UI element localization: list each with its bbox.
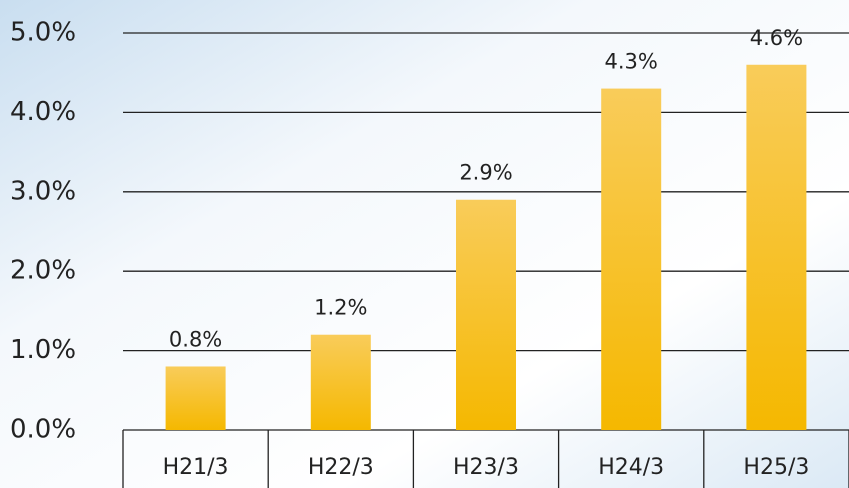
- y-tick-label: 3.0%: [10, 176, 76, 206]
- y-tick-label: 5.0%: [10, 18, 76, 48]
- bar: [165, 366, 226, 430]
- bar: [601, 88, 662, 430]
- value-label: 0.8%: [169, 327, 222, 351]
- x-tick-label: H22/3: [308, 455, 374, 480]
- value-label: 1.2%: [314, 296, 367, 320]
- x-tick-label: H25/3: [743, 455, 809, 480]
- bar: [746, 64, 807, 430]
- y-tick-label: 1.0%: [10, 335, 76, 365]
- x-tick-label: H21/3: [163, 455, 229, 480]
- bar: [310, 334, 371, 430]
- value-label: 2.9%: [459, 161, 512, 185]
- y-tick-label: 4.0%: [10, 97, 76, 127]
- x-tick-label: H23/3: [453, 455, 519, 480]
- value-label: 4.3%: [605, 50, 658, 74]
- value-label: 4.6%: [750, 26, 803, 50]
- y-tick-label: 2.0%: [10, 256, 76, 286]
- x-tick-label: H24/3: [598, 455, 664, 480]
- bar: [456, 199, 516, 430]
- y-tick-label: 0.0%: [10, 415, 76, 445]
